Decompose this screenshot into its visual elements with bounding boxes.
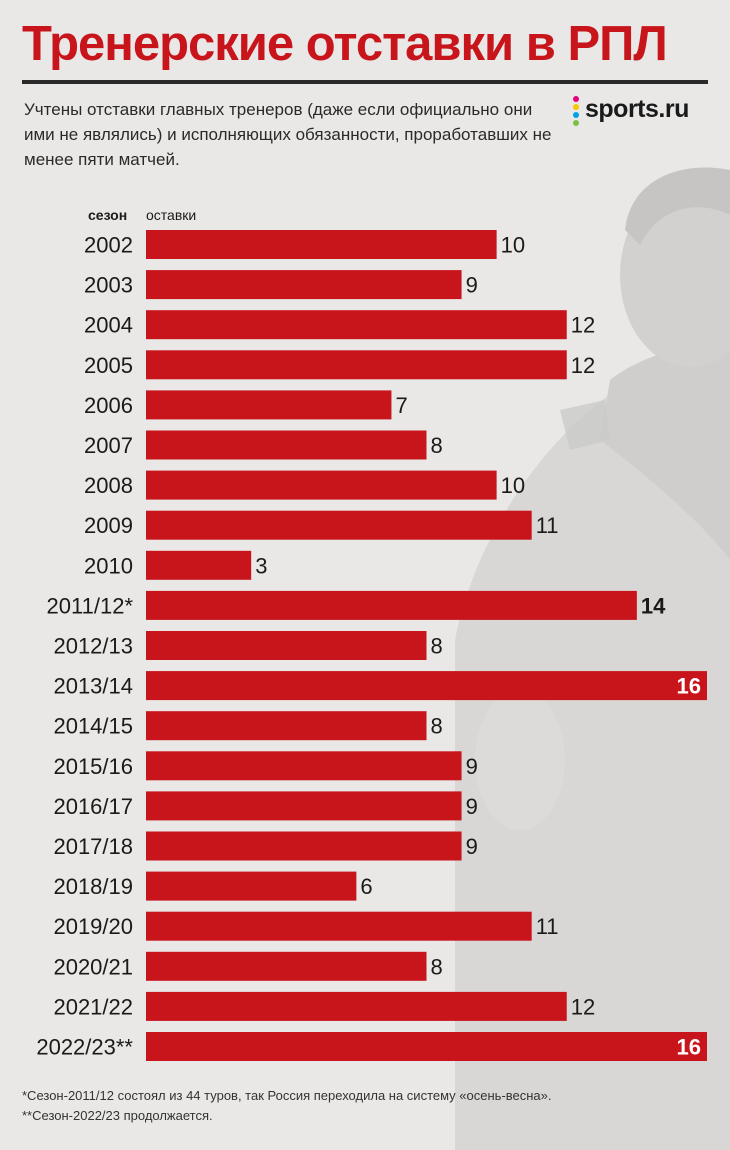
- title-rule: [22, 80, 708, 84]
- category-label: 2011/12*: [47, 593, 134, 618]
- value-label: 9: [466, 834, 478, 859]
- value-label: 9: [466, 754, 478, 779]
- category-label: 2012/13: [53, 634, 133, 659]
- category-label: 2013/14: [53, 674, 133, 699]
- category-label: 2017/18: [53, 834, 133, 859]
- bar-2010: [146, 550, 252, 580]
- bar-2002: [146, 230, 497, 259]
- value-label: 6: [360, 874, 372, 899]
- value-label: 8: [431, 714, 443, 739]
- value-label: 14: [641, 593, 666, 618]
- sports-ru-logo[interactable]: sports.ru: [573, 94, 713, 128]
- logo-dot: [573, 96, 579, 102]
- category-label: 2002: [84, 233, 133, 258]
- category-label: 2020/21: [53, 954, 133, 979]
- value-label: 16: [677, 674, 701, 699]
- category-label: 2015/16: [53, 754, 133, 779]
- bar-2015-16: [146, 751, 462, 781]
- x-axis-label: оставки: [146, 207, 197, 223]
- category-label: 2010: [84, 553, 133, 578]
- value-label: 9: [466, 794, 478, 819]
- category-label: 2006: [84, 393, 133, 418]
- category-label: 2022/23**: [36, 1035, 133, 1060]
- category-label: 2021/22: [53, 994, 133, 1019]
- value-label: 10: [501, 233, 525, 258]
- value-label: 10: [501, 473, 525, 498]
- footnote-2: **Сезон-2022/23 продолжается.: [22, 1108, 213, 1123]
- logo-dot: [573, 104, 579, 110]
- category-label: 2008: [84, 473, 133, 498]
- category-label: 2007: [84, 433, 133, 458]
- value-label: 8: [431, 634, 443, 659]
- footnotes: *Сезон-2011/12 состоял из 44 туров, так …: [22, 1086, 712, 1126]
- logo-text: sports.ru: [585, 95, 689, 123]
- subtitle: Учтены отставки главных тренеров (даже е…: [24, 100, 552, 169]
- category-label: 2016/17: [53, 794, 133, 819]
- value-label: 9: [466, 273, 478, 298]
- category-label: 2014/15: [53, 714, 133, 739]
- bar-2020-21: [146, 951, 427, 981]
- value-label: 11: [536, 513, 559, 538]
- value-label: 8: [431, 954, 443, 979]
- logo-dots-icon: [573, 96, 581, 126]
- value-label: 8: [431, 433, 443, 458]
- bar-2012-13: [146, 631, 427, 660]
- category-label: 2004: [84, 313, 133, 338]
- value-label: 7: [395, 393, 407, 418]
- footnote-1: *Сезон-2011/12 состоял из 44 туров, так …: [22, 1088, 552, 1103]
- value-label: 12: [571, 994, 595, 1019]
- bar-2008: [146, 470, 497, 500]
- category-label: 2003: [84, 273, 133, 298]
- bar-2007: [146, 430, 427, 460]
- bar-2006: [146, 390, 392, 420]
- category-label: 2019/20: [53, 914, 133, 939]
- bar-2014-15: [146, 711, 427, 741]
- bar-2022-23--: [146, 1032, 707, 1061]
- logo-dot: [573, 112, 579, 118]
- page-title: Тренерские отставки в РПЛ: [22, 17, 668, 71]
- y-axis-label: сезон: [88, 207, 128, 223]
- bar-2017-18: [146, 831, 462, 861]
- category-label: 2009: [84, 513, 133, 538]
- bar-2005: [146, 350, 567, 380]
- bar-2009: [146, 510, 532, 540]
- value-label: 3: [255, 553, 267, 578]
- category-label: 2005: [84, 353, 133, 378]
- bar-2016-17: [146, 791, 462, 821]
- bar-2018-19: [146, 871, 357, 901]
- bar-2013-14: [146, 671, 707, 701]
- bar-2004: [146, 310, 567, 340]
- value-label: 12: [571, 353, 595, 378]
- bar-2003: [146, 270, 462, 300]
- value-label: 12: [571, 313, 595, 338]
- bar-2021-22: [146, 991, 567, 1021]
- category-label: 2018/19: [53, 874, 133, 899]
- value-label: 16: [677, 1035, 701, 1060]
- bar-2019-20: [146, 911, 532, 941]
- logo-dot: [573, 120, 579, 126]
- bar-2011-12-: [146, 590, 637, 620]
- value-label: 11: [536, 914, 559, 939]
